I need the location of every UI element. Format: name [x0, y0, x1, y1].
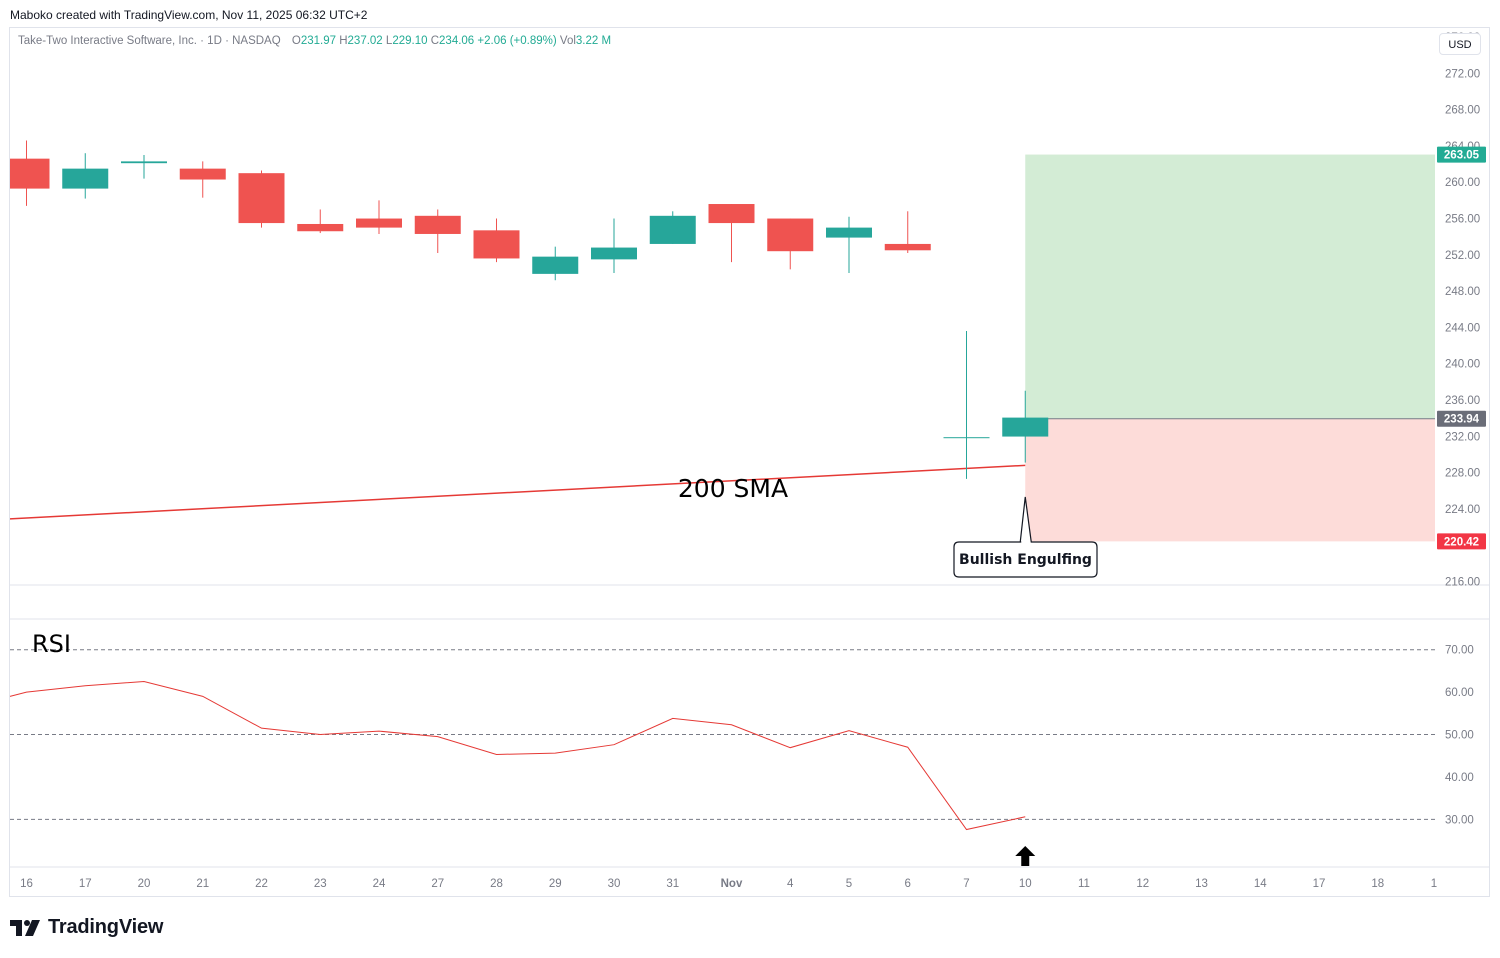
candle-body[interactable] — [532, 256, 579, 274]
entry-badge — [1437, 410, 1486, 427]
legend-volume: 3.22 M — [575, 35, 612, 47]
time-tick-label: 5 — [846, 878, 852, 890]
chart-credit: Maboko created with TradingView.com, Nov… — [10, 8, 368, 22]
time-tick-label: 23 — [314, 878, 327, 890]
time-tick-label: 22 — [255, 878, 268, 890]
time-tick-label: 11 — [1078, 878, 1090, 890]
time-tick-label: 31 — [666, 878, 679, 890]
price-tick-label: 260.00 — [1445, 177, 1480, 189]
time-tick-label: 4 — [787, 878, 794, 890]
pattern-callout[interactable] — [953, 496, 1098, 578]
candle-body[interactable] — [591, 247, 637, 260]
price-tick-label: 268.00 — [1445, 105, 1480, 117]
price-tick-label: 244.00 — [1445, 322, 1480, 334]
rsi-tick-label: 60.00 — [1445, 687, 1474, 699]
time-tick-label: 18 — [1371, 878, 1384, 890]
price-tick-label: 240.00 — [1445, 359, 1480, 371]
candle-body[interactable] — [238, 173, 285, 224]
candle-body[interactable] — [297, 223, 344, 232]
time-tick-label: 1 — [1431, 878, 1437, 890]
price-tick-label: 232.00 — [1445, 431, 1480, 443]
sma-annotation[interactable]: 200 SMA — [678, 474, 788, 503]
legend-open: 231.97 — [300, 35, 337, 47]
time-tick-label: 13 — [1195, 878, 1208, 890]
candle-body[interactable] — [1002, 417, 1049, 437]
time-tick-label: 20 — [138, 878, 151, 890]
sma-200-line[interactable] — [10, 464, 1026, 520]
target-badge — [1437, 146, 1486, 163]
price-tick-label: 252.00 — [1445, 250, 1480, 262]
time-tick-label: 16 — [20, 878, 33, 890]
price-tick-label: 248.00 — [1445, 286, 1480, 298]
time-tick-label: 30 — [608, 878, 621, 890]
legend-change: +2.06 (+0.89%) — [477, 35, 557, 47]
stop-badge — [1437, 533, 1486, 550]
legend-symbol: Take-Two Interactive Software, Inc. · 1D… — [18, 35, 281, 47]
time-tick-label: 27 — [431, 878, 444, 890]
target-badge-label: 263.05 — [1444, 150, 1480, 162]
candle-body[interactable] — [943, 437, 990, 439]
time-tick-label: 24 — [373, 878, 386, 890]
rsi-tick-label: 30.00 — [1445, 814, 1474, 826]
time-tick-label: 17 — [79, 878, 92, 890]
time-tick-label: 10 — [1019, 878, 1032, 890]
time-tick-label: Nov — [721, 878, 743, 890]
legend-low: 229.10 — [392, 35, 428, 47]
rsi-tick-label: 70.00 — [1445, 645, 1474, 657]
rsi-tick-label: 50.00 — [1445, 730, 1474, 742]
symbol-legend: Take-Two Interactive Software, Inc. · 1D… — [18, 35, 611, 47]
time-tick-label: 17 — [1313, 878, 1326, 890]
legend-close-label: C — [430, 35, 440, 47]
candle-body[interactable] — [826, 227, 872, 238]
tradingview-logo-icon — [10, 919, 40, 936]
candle-body[interactable] — [4, 158, 50, 189]
time-tick-label: 21 — [196, 878, 209, 890]
rsi-tick-label: 40.00 — [1445, 772, 1474, 784]
candle-body[interactable] — [356, 218, 402, 228]
rsi-line[interactable] — [9, 680, 1026, 831]
price-tick-label: 216.00 — [1445, 576, 1480, 588]
legend-high: 237.02 — [347, 35, 383, 47]
price-tick-label: 272.00 — [1445, 68, 1480, 80]
price-tick-label: 256.00 — [1445, 214, 1480, 226]
legend-open-label: O — [291, 35, 301, 47]
price-tick-label: 224.00 — [1445, 504, 1480, 516]
time-tick-label: 7 — [963, 878, 969, 890]
candle-body[interactable] — [179, 168, 226, 180]
legend-high-label: H — [339, 35, 348, 47]
legend-volume-label: Vol — [559, 35, 576, 47]
candle-body[interactable] — [473, 230, 520, 259]
candle-body[interactable] — [649, 215, 696, 244]
candle-body[interactable] — [121, 161, 167, 164]
stop-badge-label: 220.42 — [1444, 536, 1479, 548]
price-tick-label: 236.00 — [1445, 395, 1480, 407]
candle-body[interactable] — [708, 204, 755, 224]
legend-low-label: L — [385, 35, 393, 47]
chart-frame — [9, 27, 1490, 897]
up-arrow-icon[interactable] — [1015, 846, 1036, 866]
candle-body[interactable] — [884, 243, 931, 251]
currency-button[interactable]: USD — [1439, 33, 1481, 55]
candle-body[interactable] — [62, 168, 109, 189]
tradingview-wordmark: TradingView — [48, 916, 164, 938]
candle-body[interactable] — [767, 218, 814, 252]
time-tick-label: 29 — [549, 878, 562, 890]
loss-zone[interactable] — [1025, 418, 1435, 542]
time-tick-label: 28 — [490, 878, 503, 890]
candle-body[interactable] — [414, 215, 461, 234]
price-tick-label: 228.00 — [1445, 468, 1480, 480]
rsi-label: RSI — [32, 630, 71, 658]
tradingview-logo: TradingView — [10, 916, 163, 939]
legend-close: 234.06 — [439, 35, 475, 47]
time-tick-label: 12 — [1136, 878, 1149, 890]
profit-zone[interactable] — [1025, 154, 1435, 419]
entry-badge-label: 233.94 — [1444, 414, 1480, 426]
pattern-callout-label: Bullish Engulfing — [959, 552, 1092, 568]
time-tick-label: 6 — [905, 878, 911, 890]
time-tick-label: 14 — [1254, 878, 1267, 890]
